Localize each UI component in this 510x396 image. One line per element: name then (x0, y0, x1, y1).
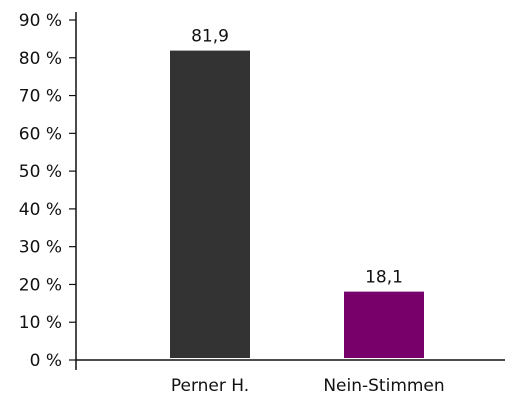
bar (344, 291, 424, 358)
y-tick-label: 10 % (19, 313, 62, 333)
bar-value-label: 81,9 (191, 27, 229, 47)
y-tick-label: 70 % (19, 87, 62, 107)
bar-value-label: 18,1 (365, 268, 403, 288)
y-tick-label: 40 % (19, 200, 62, 220)
axes (75, 12, 505, 370)
y-ticks: 0 % 10 % 20 % 30 % 40 % 50 % 60 % 70 % 80 % 90 % (19, 11, 76, 371)
y-tick-label: 80 % (19, 49, 62, 69)
y-tick-label: 30 % (19, 238, 62, 258)
y-tick-label: 20 % (19, 275, 62, 295)
bar (170, 50, 250, 358)
category-label: Nein-Stimmen (323, 376, 444, 396)
y-tick-label: 90 % (19, 11, 62, 31)
category-label: Perner H. (171, 376, 249, 396)
y-tick-label: 60 % (19, 124, 62, 144)
bars (170, 50, 424, 358)
category-labels: Perner H. Nein-Stimmen (171, 376, 445, 396)
y-tick-label: 50 % (19, 162, 62, 182)
y-tick-label: 0 % (30, 351, 62, 371)
value-labels: 81,9 18,1 (191, 27, 403, 288)
